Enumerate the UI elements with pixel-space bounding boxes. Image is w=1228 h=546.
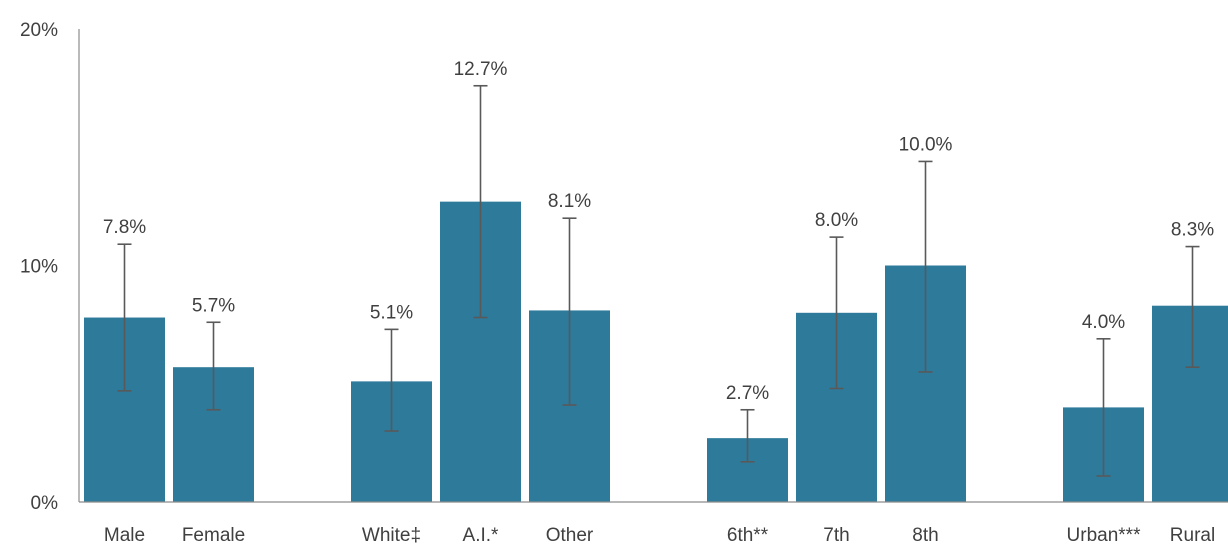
data-label: 5.7% [192, 295, 235, 316]
category-label: Female [182, 525, 245, 546]
data-label: 5.1% [370, 302, 413, 323]
error-bars [117, 84, 1200, 477]
data-label: 12.7% [454, 59, 508, 80]
y-tick-label: 0% [31, 493, 59, 514]
data-label: 4.0% [1082, 312, 1125, 333]
error-bar [384, 328, 399, 432]
category-label: 6th** [727, 525, 769, 546]
bars [84, 201, 1228, 502]
bar [1152, 305, 1228, 502]
error-bar [1096, 338, 1111, 477]
error-bar [829, 236, 844, 390]
error-bar [1185, 245, 1200, 368]
error-bar [918, 160, 933, 373]
category-label: Male [104, 525, 145, 546]
y-axis-ticks: 0% 10% 20% [20, 20, 58, 514]
y-tick-label: 20% [20, 20, 58, 41]
data-label: 8.0% [815, 210, 858, 231]
data-labels: 7.8% 5.7% 5.1% 12.7% 8.1% 2.7% 8.0% 10.0% 4.0% 8.… [103, 59, 1214, 404]
category-label: A.I.* [463, 525, 500, 546]
category-label: Urban*** [1067, 525, 1142, 546]
data-label: 8.3% [1171, 220, 1214, 241]
error-bar [117, 243, 132, 392]
category-label: Other [546, 525, 594, 546]
category-label: 8th [912, 525, 938, 546]
error-bar [206, 321, 221, 411]
category-label: 7th [823, 525, 849, 546]
category-label: White‡ [362, 525, 421, 546]
category-labels: Male Female White‡ A.I.* Other 6th** 7th 8th Urb… [104, 525, 1215, 546]
data-label: 7.8% [103, 217, 146, 238]
error-bar [562, 217, 577, 406]
data-label: 10.0% [899, 134, 953, 155]
data-label: 8.1% [548, 191, 591, 212]
data-label: 2.7% [726, 383, 769, 404]
category-label: Rural [1170, 525, 1215, 546]
error-bar [473, 84, 488, 319]
y-tick-label: 10% [20, 257, 58, 278]
error-bar [740, 408, 755, 463]
